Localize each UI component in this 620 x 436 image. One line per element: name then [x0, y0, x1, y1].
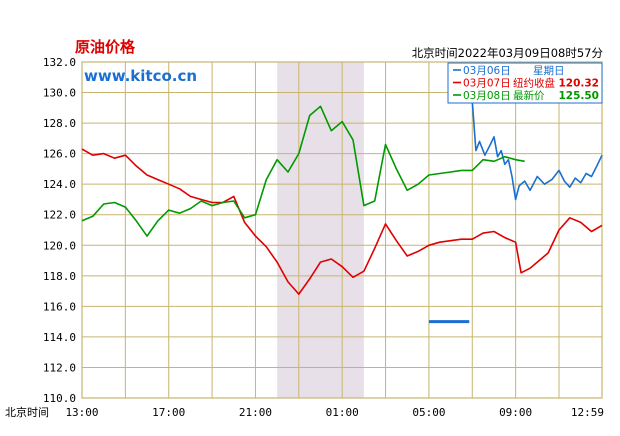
- y-tick-label: 122.0: [43, 209, 76, 222]
- x-tick-label: 13:00: [65, 406, 98, 419]
- legend-box: [447, 62, 603, 104]
- y-tick-label: 110.0: [43, 392, 76, 405]
- x-tick-label: 05:00: [412, 406, 445, 419]
- series-03月06日-line: [471, 101, 603, 201]
- legend-value: 120.32: [558, 78, 599, 90]
- legend-date: 03月06日: [463, 65, 511, 77]
- x-tick-label: 21:00: [239, 406, 272, 419]
- x-tick-label: 17:00: [152, 406, 185, 419]
- x-tick-label: 12:59: [571, 406, 604, 419]
- y-tick-label: 116.0: [43, 300, 76, 313]
- y-tick-label: 120.0: [43, 239, 76, 252]
- series-03月08日-line: [81, 105, 525, 237]
- y-tick-label: 126.0: [43, 148, 76, 161]
- y-tick-label: 132.0: [43, 56, 76, 69]
- y-tick-label: 118.0: [43, 270, 76, 283]
- y-tick-label: 128.0: [43, 117, 76, 130]
- x-axis-prefix: 北京时间: [5, 405, 49, 419]
- legend-date: 03月08日: [463, 90, 511, 102]
- shaded-region: [277, 62, 364, 398]
- y-tick-label: 114.0: [43, 331, 76, 344]
- legend-label: 星期日: [533, 65, 565, 77]
- plot-frame: [81, 61, 603, 399]
- y-tick-label: 112.0: [43, 361, 76, 374]
- kitco-logo: www.kitco.cn: [84, 67, 197, 85]
- y-tick-label: 130.0: [43, 87, 76, 100]
- y-tick-label: 124.0: [43, 178, 76, 191]
- x-tick-label: 01:00: [326, 406, 359, 419]
- series-03月07日-line: [81, 148, 603, 295]
- x-tick-label: 09:00: [499, 406, 532, 419]
- legend-label: 最新价: [513, 89, 545, 102]
- legend-value: 125.50: [558, 90, 599, 102]
- timestamp: 北京时间2022年03月09日08时57分: [412, 46, 604, 60]
- chart-title: 原油价格: [75, 38, 136, 56]
- legend-label: 纽约收盘: [513, 77, 555, 90]
- legend-date: 03月07日: [463, 78, 511, 90]
